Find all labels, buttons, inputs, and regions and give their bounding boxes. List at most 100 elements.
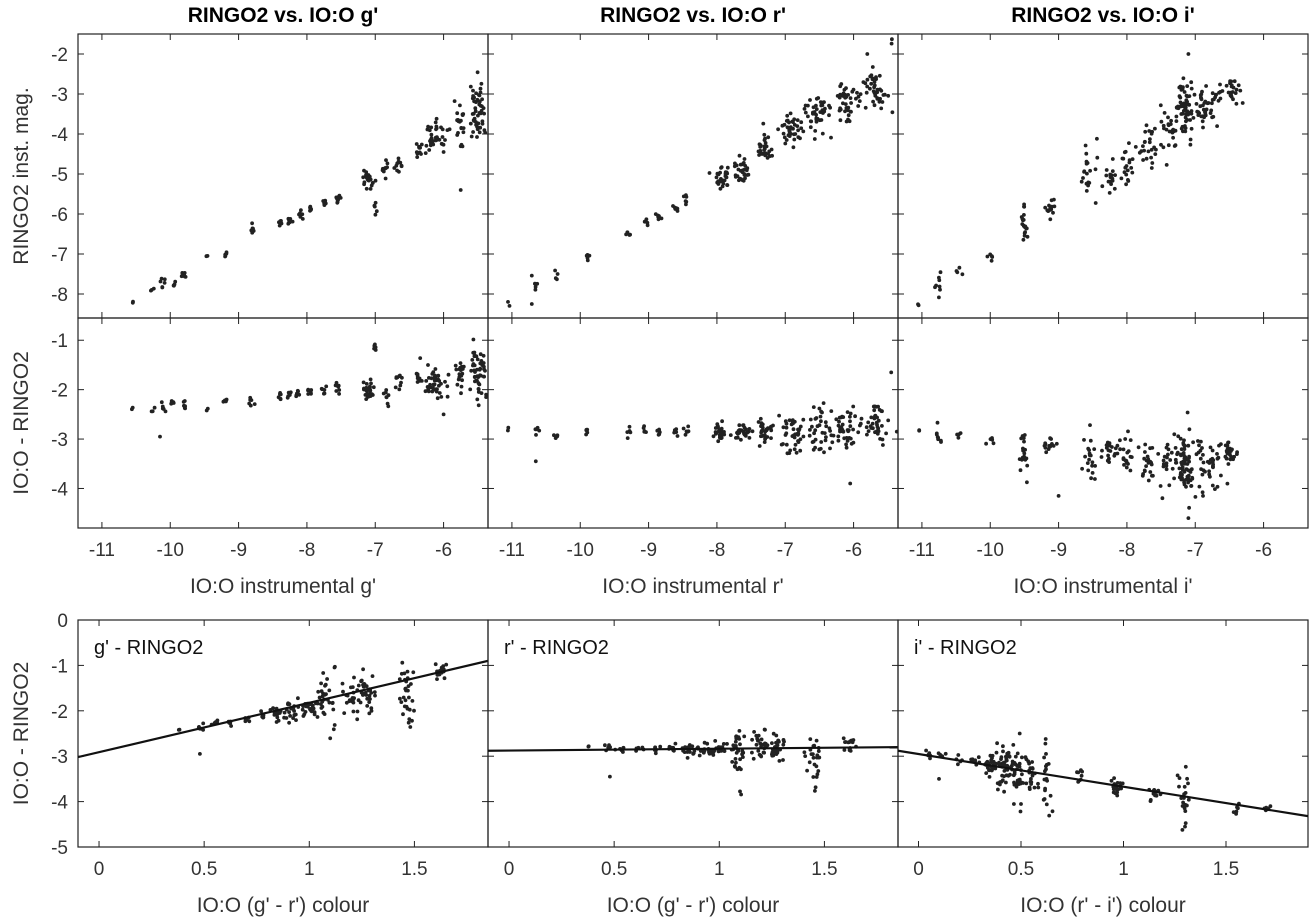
data-point (811, 405, 816, 409)
data-point (481, 374, 486, 379)
data-point (444, 662, 449, 667)
data-point (334, 389, 339, 393)
data-point (429, 132, 434, 137)
data-point (871, 426, 875, 431)
data-point (1187, 505, 1191, 510)
data-point (1110, 157, 1115, 161)
data-point (856, 430, 861, 435)
data-point (586, 744, 591, 749)
data-point (460, 371, 465, 376)
y-tick-label: -1 (51, 656, 68, 677)
data-point (1174, 460, 1179, 465)
data-point (322, 391, 326, 396)
data-point (874, 77, 878, 81)
data-point (440, 127, 445, 132)
data-point (435, 137, 439, 142)
data-point (1184, 119, 1188, 124)
data-point (819, 103, 824, 108)
data-point (460, 144, 465, 149)
data-point (836, 434, 841, 439)
data-point (861, 80, 866, 84)
fit-line (898, 749, 1308, 818)
data-point (865, 84, 870, 89)
data-point (1146, 478, 1151, 483)
data-point (1162, 111, 1167, 115)
data-point (937, 284, 942, 289)
data-point (1181, 800, 1185, 805)
data-point (459, 384, 464, 389)
data-point (476, 98, 480, 103)
data-point (837, 95, 842, 100)
data-point (1158, 103, 1163, 108)
data-point (734, 734, 738, 739)
data-point (371, 385, 376, 390)
data-point (1043, 205, 1048, 210)
data-point (443, 138, 447, 142)
data-point (846, 429, 851, 434)
data-points (506, 370, 898, 486)
data-point (1234, 101, 1239, 106)
data-point (765, 743, 770, 748)
data-point (401, 712, 405, 717)
panel-1: -8 -7 -6 -5 -4 -3 -2 RINGO2 vs. IO:O g' RINGO2 i… (10, 4, 489, 319)
data-point (324, 692, 328, 696)
data-point (418, 145, 422, 150)
data-point (367, 711, 372, 716)
data-point (1183, 129, 1188, 134)
data-point (1119, 176, 1124, 181)
data-point (535, 281, 540, 286)
data-point (1175, 773, 1180, 778)
data-point (794, 450, 799, 455)
data-point (1182, 90, 1187, 94)
data-point (856, 104, 861, 108)
data-point (934, 431, 939, 436)
data-point (936, 751, 941, 756)
data-point (482, 111, 486, 116)
data-point (816, 96, 821, 100)
data-point (759, 430, 764, 435)
data-point (781, 742, 786, 747)
data-point (725, 742, 729, 746)
data-point (1029, 777, 1033, 781)
data-point (943, 751, 948, 756)
data-point (259, 709, 263, 714)
data-point (783, 141, 788, 146)
data-point (843, 740, 847, 744)
data-point (724, 175, 729, 180)
data-point (1148, 470, 1153, 474)
data-point (1107, 443, 1112, 448)
data-point (798, 136, 802, 141)
data-point (1187, 427, 1192, 432)
data-point (1002, 774, 1006, 779)
data-point (1052, 197, 1056, 202)
data-point (815, 753, 820, 758)
data-point (394, 376, 399, 380)
data-point (939, 438, 943, 443)
data-point (1022, 231, 1027, 236)
data-point (460, 113, 465, 117)
data-point (1187, 103, 1192, 107)
data-point (1179, 460, 1184, 465)
data-point (1022, 439, 1026, 444)
data-point (989, 258, 994, 263)
data-point (741, 755, 745, 759)
panel-title: RINGO2 vs. IO:O i' (1011, 4, 1195, 27)
data-point (250, 221, 255, 226)
data-point (743, 431, 747, 436)
data-point (301, 714, 306, 718)
data-point (1029, 782, 1033, 786)
data-point (781, 131, 786, 136)
data-point (286, 221, 291, 226)
data-point (763, 429, 768, 434)
data-point (851, 87, 856, 92)
data-point (990, 753, 995, 758)
data-point (1044, 450, 1049, 455)
data-point (400, 660, 405, 665)
data-point (723, 170, 728, 175)
data-point (1232, 454, 1236, 459)
data-point (149, 288, 153, 293)
data-point (383, 176, 388, 181)
data-point (859, 416, 864, 421)
data-point (856, 94, 861, 99)
data-point (1056, 494, 1061, 498)
